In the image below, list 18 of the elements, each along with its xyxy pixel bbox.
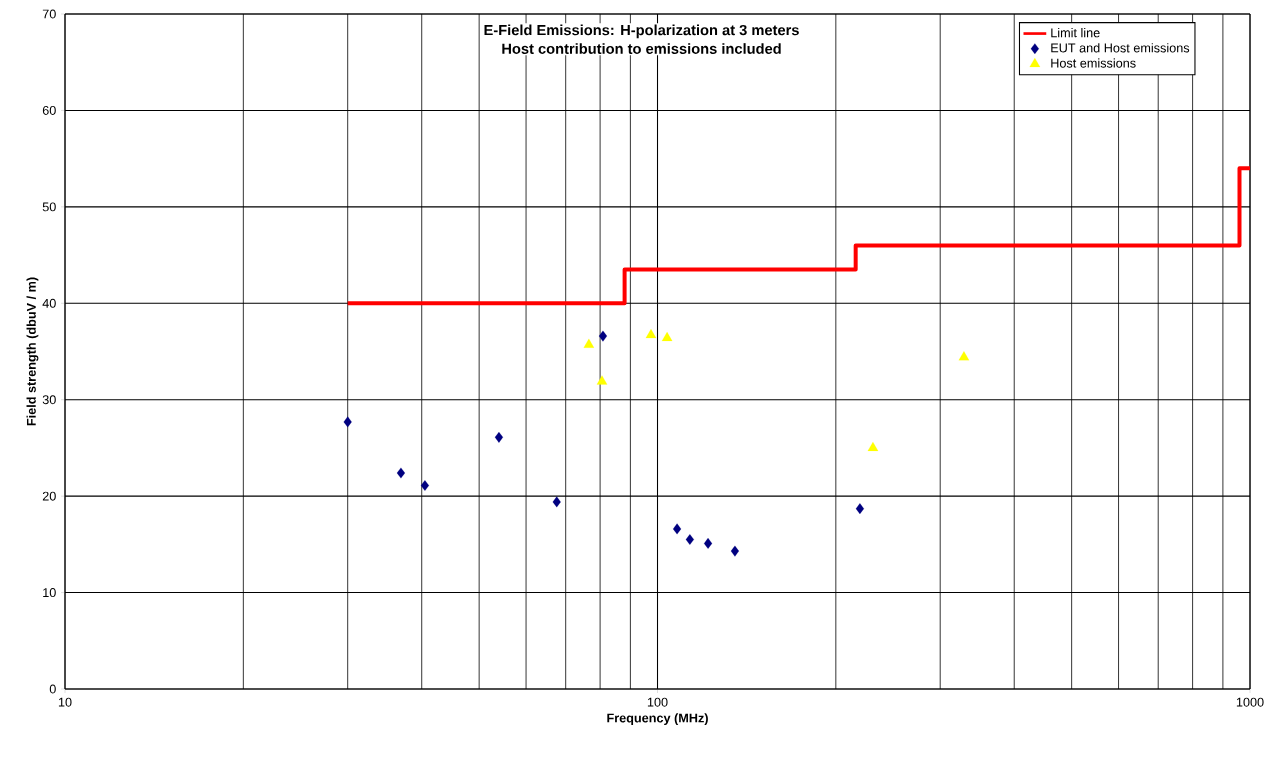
y-tick-label: 0 (49, 684, 56, 694)
text: Host contribution to emissions included (502, 43, 781, 54)
y-tick-label: 40 (42, 298, 56, 308)
x-tick-label: 100 (647, 697, 668, 707)
x-tick-label: 1000 (1236, 697, 1264, 707)
x-tick-label: 10 (58, 697, 72, 707)
text: E-Field Emissions: H-polarization at 3 meters (484, 24, 799, 39)
legend-label: Limit line (1051, 27, 1100, 38)
y-tick-label: 10 (43, 588, 56, 598)
legend-label: EUT and Host emissions (1051, 43, 1190, 53)
y-tick-label: 70 (42, 9, 56, 19)
x-axis-title: Frequency (MHz) (607, 713, 708, 725)
y-tick-label: 20 (42, 491, 56, 501)
legend-label: Host emissions (1051, 58, 1136, 68)
y-tick-label: 30 (42, 395, 56, 405)
y-tick-label: 60 (42, 105, 56, 115)
y-tick-label: 50 (42, 202, 56, 212)
y-axis-title: Field strength (dbuV / m) (26, 277, 39, 426)
